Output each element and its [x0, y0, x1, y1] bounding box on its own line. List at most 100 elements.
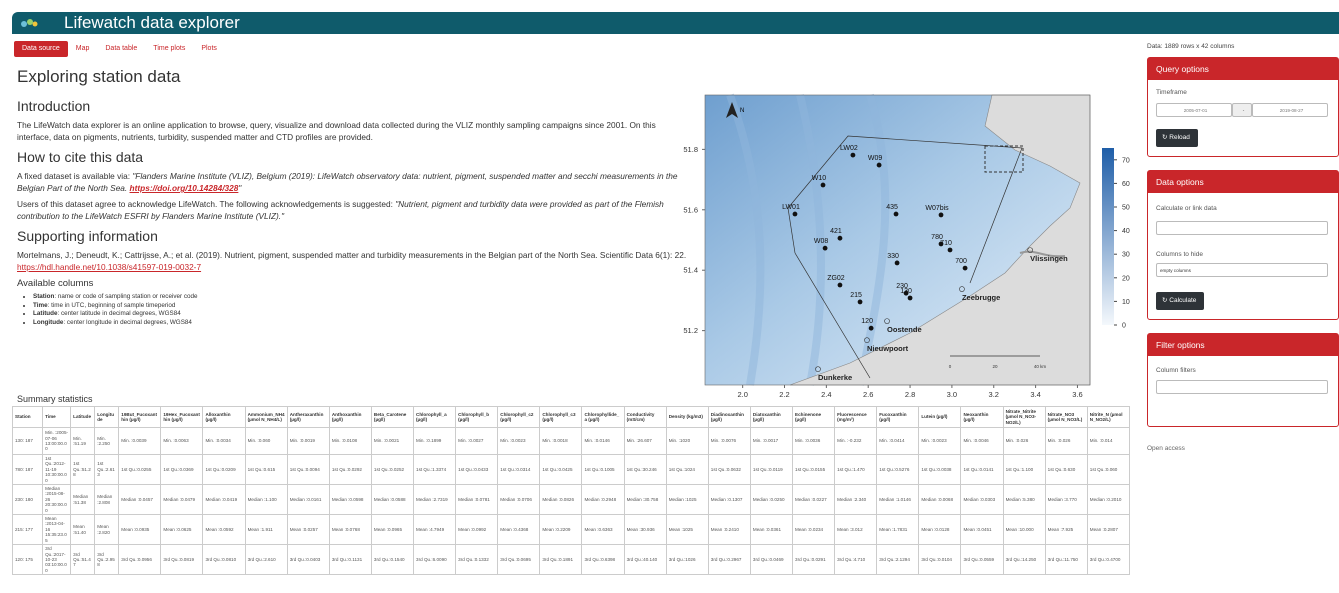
colorbar-tick-label: 50	[1122, 205, 1130, 212]
column-header: Longitude	[95, 407, 119, 428]
table-cell: Median :0.0250	[750, 485, 792, 515]
table-cell: 1st Qu.:0.5276	[877, 455, 919, 485]
table-cell: 3rd Qu.:0.0695	[498, 545, 540, 575]
column-header: Station	[13, 407, 43, 428]
table-cell: Min. :0.060	[245, 428, 287, 455]
table-cell: 1st Qu.:0.630	[1045, 455, 1087, 485]
colorbar-tick-label: 70	[1122, 157, 1130, 164]
table-cell: Min. :2.250	[95, 428, 119, 455]
table-cell: Min. :0.0021	[371, 428, 413, 455]
heading: Available columns	[17, 278, 692, 290]
column-header: Diadinoxanthin (µg/l)	[708, 407, 750, 428]
table-cell: Mean :1.911	[245, 515, 287, 545]
column-header: Beta_Carotene (µg/l)	[371, 407, 413, 428]
colorbar-tick-label: 60	[1122, 181, 1130, 188]
place-label: Zeebrugge	[962, 293, 1000, 302]
tab[interactable]: Map	[68, 41, 98, 57]
table-cell: 1st Qu.:0.0094	[287, 455, 329, 485]
table-cell: Mean :0.2807	[1087, 515, 1129, 545]
footer: Open access	[1147, 445, 1185, 452]
summary-table: StationTimeLatitudeLongitude19But_Fucoxa…	[12, 406, 1130, 575]
colorbar-tick-label: 10	[1122, 299, 1130, 306]
tab[interactable]: Data source	[14, 41, 68, 57]
text: Users of this dataset agree to acknowled…	[17, 199, 395, 209]
column-header: Anthoxanthin (µg/l)	[329, 407, 371, 428]
table-cell: Mean :0.0128	[919, 515, 961, 545]
summary-heading: Summary statistics	[17, 394, 93, 404]
label: Columns to hide	[1156, 251, 1203, 258]
doi-link[interactable]: https://doi.org/10.14284/328	[130, 183, 239, 193]
table-cell: 3rd Qu.:14.250	[1003, 545, 1045, 575]
table-cell: 1st Qu.:1.470	[835, 455, 877, 485]
station	[823, 246, 828, 251]
station	[963, 266, 968, 271]
table-cell: 3rd Qu.:0.0810	[203, 545, 245, 575]
x-tick-label: 3.4	[1030, 390, 1040, 399]
table-cell: 1st Qu.:0.615	[245, 455, 287, 485]
table-cell: 3rd Qu.:0.0559	[961, 545, 1003, 575]
table-cell: 3rd Qu.:2.610	[245, 545, 287, 575]
table-cell: Median :0.0068	[919, 485, 961, 515]
table-cell: Mean :0.0935	[119, 515, 161, 545]
hdl-link[interactable]: https://hdl.handle.net/10.1038/s41597-01…	[17, 262, 201, 272]
table-cell: 1st Qu.:2012-11-19 10:30:00.00	[43, 455, 71, 485]
table-cell: 1st Qu.:0.0632	[708, 455, 750, 485]
table-cell: Mean :10.000	[1003, 515, 1045, 545]
colorbar	[1102, 148, 1114, 325]
tab[interactable]: Plots	[193, 41, 225, 57]
calc-input[interactable]	[1156, 221, 1328, 235]
table-cell: Min. :0.0036	[793, 428, 835, 455]
table-cell: 3rd Qu.:2.1294	[877, 545, 919, 575]
tab[interactable]: Data table	[97, 41, 145, 57]
reload-button[interactable]: ↻ Reload	[1156, 129, 1198, 147]
table-cell: Mean :4.7949	[414, 515, 456, 545]
quote-end: "	[238, 183, 241, 193]
date-start[interactable]: 2005-07-01	[1156, 103, 1232, 117]
tab[interactable]: Time plots	[145, 41, 193, 57]
table-cell: Min. :0.0414	[877, 428, 919, 455]
column-header: Nitrate_Nitrite (µmol N_NO3-NO2/L)	[1003, 407, 1045, 428]
table-cell: 3rd Qu.:0.0819	[161, 545, 203, 575]
column-header: Latitude	[71, 407, 95, 428]
table-cell: 1st Qu.:0.0209	[203, 455, 245, 485]
column-header: 19Hex_Fucoxanthin (µg/l)	[161, 407, 203, 428]
colorbar-tick-label: 40	[1122, 228, 1130, 235]
heading: Supporting information	[17, 228, 692, 245]
column-desc: : name or code of sampling station or re…	[54, 293, 197, 300]
table-cell: 3rd Qu.:0.1540	[371, 545, 413, 575]
paragraph: A fixed dataset is available via: "Fland…	[17, 170, 692, 194]
calculate-button[interactable]: ↻ Calculate	[1156, 292, 1204, 310]
table-cell: 1st Qu.:0.0038	[919, 455, 961, 485]
station-label: W10	[812, 175, 827, 182]
table-cell: Min. :0.0039	[119, 428, 161, 455]
table-cell: Min. :0.026	[1003, 428, 1045, 455]
table-cell: Median :5.380	[1003, 485, 1045, 515]
table-cell: Mean :0.2209	[540, 515, 582, 545]
place-label: Dunkerke	[818, 373, 852, 382]
table-cell: Min. :0.1899	[414, 428, 456, 455]
x-tick-label: 3.6	[1072, 390, 1082, 399]
table-cell: 3rd Qu.:0.1131	[329, 545, 371, 575]
table-cell: 3rd Qu.:0.2967	[708, 545, 750, 575]
logo	[20, 17, 38, 29]
station	[877, 163, 882, 168]
station-map: N 2.02.22.42.62.83.03.23.43.651.251.451.…	[670, 88, 1140, 403]
column-item: Time: time in UTC, beginning of sample t…	[33, 302, 692, 311]
table-cell: Median :0.0598	[329, 485, 371, 515]
column-header: Chlorophyll_c2 (µg/l)	[498, 407, 540, 428]
station-label: 435	[886, 204, 898, 211]
table-cell: 3rd Qu.:0.0104	[919, 545, 961, 575]
table-cell: Median :1.100	[245, 485, 287, 515]
label: Column filters	[1156, 367, 1196, 374]
x-tick-label: 2.6	[863, 390, 873, 399]
filter-input[interactable]	[1156, 380, 1328, 394]
date-end[interactable]: 2019-08-27	[1252, 103, 1328, 117]
table-cell: 1st Qu.:2.613	[95, 455, 119, 485]
colorbar-tick-label: 0	[1122, 323, 1126, 330]
hide-input[interactable]: empty columns	[1156, 263, 1328, 277]
table-cell: Min. :0.0063	[161, 428, 203, 455]
colorbar-tick-label: 30	[1122, 252, 1130, 259]
heading: How to cite this data	[17, 149, 692, 166]
table-cell: 1st Qu.:30.246	[624, 455, 666, 485]
station-label: 700	[955, 258, 967, 265]
